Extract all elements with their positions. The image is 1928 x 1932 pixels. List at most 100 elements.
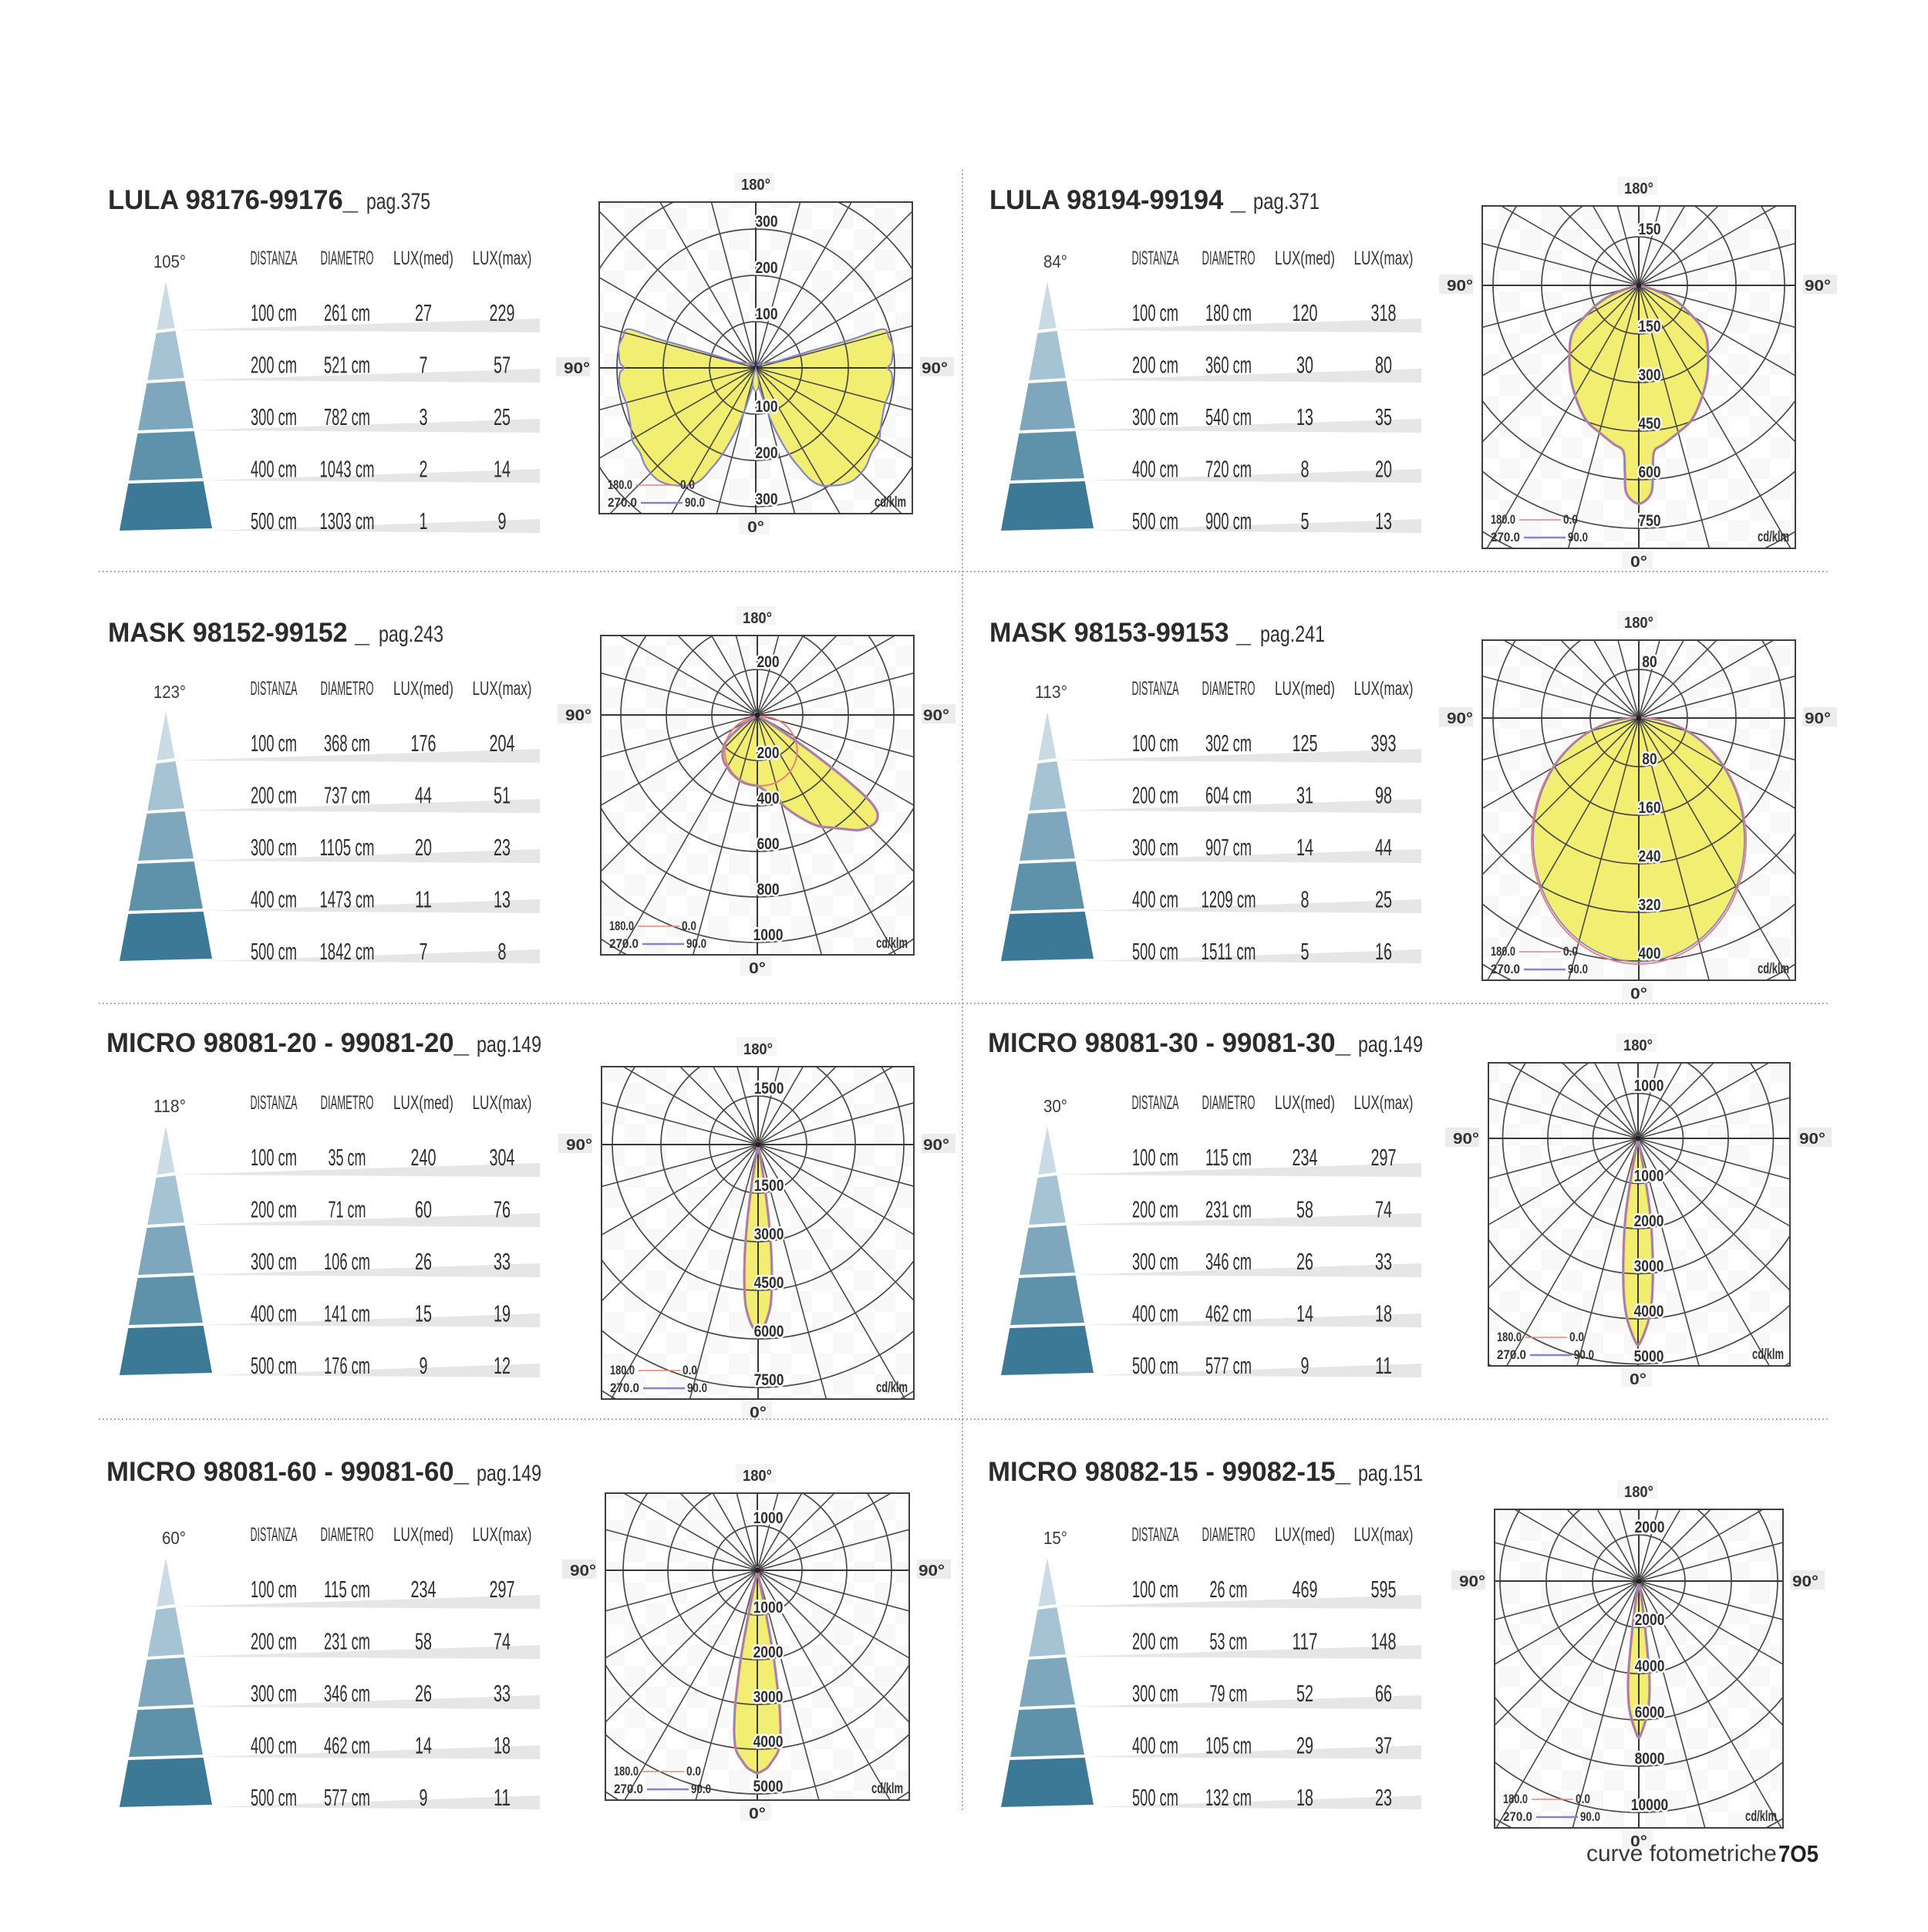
svg-text:90°: 90° (1805, 278, 1831, 295)
svg-text:100 cm: 100 cm (1132, 730, 1178, 757)
svg-text:100: 100 (755, 305, 777, 323)
svg-text:0°: 0° (750, 1404, 767, 1421)
svg-text:100 cm: 100 cm (1132, 1576, 1178, 1603)
svg-text:782 cm: 782 cm (324, 403, 370, 430)
svg-text:cd/klm: cd/klm (871, 1781, 903, 1797)
svg-text:11: 11 (494, 1784, 511, 1811)
svg-text:176 cm: 176 cm (324, 1352, 370, 1379)
svg-text:907 cm: 907 cm (1205, 834, 1252, 861)
svg-text:pag.375: pag.375 (366, 189, 430, 214)
svg-text:11: 11 (1375, 1352, 1392, 1379)
svg-text:LUX(med): LUX(med) (393, 678, 453, 700)
svg-text:14: 14 (1296, 834, 1313, 861)
svg-text:720 cm: 720 cm (1205, 456, 1252, 483)
svg-text:200 cm: 200 cm (251, 1196, 297, 1223)
svg-text:540 cm: 540 cm (1205, 403, 1252, 430)
svg-text:LUX(max): LUX(max) (1354, 248, 1414, 269)
svg-text:180°: 180° (1624, 1484, 1653, 1501)
svg-text:148: 148 (1371, 1628, 1397, 1655)
svg-text:9: 9 (1301, 1352, 1309, 1379)
svg-text:58: 58 (415, 1628, 432, 1655)
svg-text:200: 200 (757, 744, 779, 762)
svg-text:pag.151: pag.151 (1358, 1461, 1423, 1486)
svg-text:176: 176 (411, 730, 436, 757)
svg-text:90°: 90° (923, 1137, 949, 1154)
svg-text:4000: 4000 (1634, 1303, 1664, 1320)
svg-text:300 cm: 300 cm (251, 1680, 297, 1707)
svg-text:90°: 90° (564, 360, 590, 377)
svg-text:200: 200 (755, 259, 777, 277)
svg-text:DIAMETRO: DIAMETRO (1202, 678, 1256, 700)
svg-text:37: 37 (1375, 1732, 1392, 1759)
svg-text:0°: 0° (1630, 1833, 1647, 1850)
svg-text:DISTANZA: DISTANZA (251, 1092, 298, 1114)
svg-text:577 cm: 577 cm (324, 1784, 370, 1811)
svg-text:LULA 98194-99194 _: LULA 98194-99194 _ (989, 185, 1246, 215)
svg-text:400 cm: 400 cm (251, 456, 297, 483)
svg-text:90.0: 90.0 (1568, 962, 1588, 976)
svg-text:90°: 90° (1799, 1131, 1825, 1148)
svg-text:14: 14 (1296, 1300, 1313, 1327)
svg-text:180.0: 180.0 (1491, 512, 1515, 527)
svg-text:200 cm: 200 cm (1132, 352, 1178, 379)
svg-text:113°: 113° (1035, 682, 1067, 702)
svg-text:8: 8 (1301, 886, 1309, 913)
svg-text:LUX(med): LUX(med) (1275, 1092, 1335, 1114)
svg-text:LUX(med): LUX(med) (393, 248, 453, 269)
svg-text:750: 750 (1638, 512, 1660, 530)
svg-text:231 cm: 231 cm (324, 1628, 370, 1655)
svg-text:469: 469 (1293, 1576, 1318, 1603)
svg-text:60: 60 (415, 1196, 432, 1223)
svg-text:7: 7 (420, 352, 428, 379)
svg-text:0°: 0° (749, 1806, 766, 1822)
svg-text:33: 33 (1375, 1248, 1392, 1275)
svg-text:270.0: 270.0 (1497, 1347, 1526, 1362)
svg-text:234: 234 (411, 1576, 436, 1603)
svg-text:80: 80 (1642, 653, 1657, 671)
svg-text:LUX(max): LUX(max) (473, 1092, 532, 1114)
svg-text:123°: 123° (153, 682, 186, 702)
svg-text:cd/klm: cd/klm (876, 936, 908, 952)
svg-text:100 cm: 100 cm (1132, 1144, 1178, 1171)
svg-text:18: 18 (1296, 1784, 1313, 1811)
svg-text:100 cm: 100 cm (251, 1576, 297, 1603)
svg-text:270.0: 270.0 (1503, 1809, 1532, 1824)
svg-text:DIAMETRO: DIAMETRO (1202, 248, 1256, 269)
svg-text:52: 52 (1296, 1680, 1313, 1707)
svg-text:800: 800 (757, 881, 779, 899)
svg-text:300: 300 (1638, 366, 1660, 384)
svg-text:270.0: 270.0 (1491, 962, 1520, 976)
svg-text:7500: 7500 (754, 1371, 784, 1389)
svg-text:180.0: 180.0 (610, 1363, 635, 1377)
svg-text:521 cm: 521 cm (324, 352, 370, 379)
svg-text:346 cm: 346 cm (1205, 1248, 1252, 1275)
svg-text:500 cm: 500 cm (1132, 507, 1178, 534)
svg-text:600: 600 (757, 835, 779, 853)
svg-text:90°: 90° (923, 707, 949, 724)
svg-text:DIAMETRO: DIAMETRO (321, 678, 374, 700)
svg-text:5000: 5000 (1634, 1348, 1664, 1366)
svg-text:300 cm: 300 cm (1132, 834, 1178, 861)
svg-text:1511 cm: 1511 cm (1202, 938, 1256, 965)
svg-text:0°: 0° (1630, 986, 1647, 1003)
svg-text:180°: 180° (743, 610, 772, 627)
svg-text:DIAMETRO: DIAMETRO (321, 248, 374, 269)
svg-text:595: 595 (1371, 1576, 1397, 1603)
svg-text:0.0: 0.0 (1563, 944, 1578, 959)
svg-text:604 cm: 604 cm (1205, 782, 1252, 809)
svg-text:180.0: 180.0 (614, 1764, 639, 1779)
svg-text:300: 300 (755, 491, 777, 508)
svg-text:90°: 90° (1447, 710, 1473, 727)
svg-text:LUX(med): LUX(med) (393, 1092, 453, 1114)
svg-text:180°: 180° (741, 177, 770, 194)
svg-text:8: 8 (498, 938, 507, 965)
svg-text:2: 2 (420, 456, 428, 483)
svg-text:44: 44 (1375, 834, 1392, 861)
svg-text:100 cm: 100 cm (251, 299, 297, 326)
svg-text:4500: 4500 (754, 1274, 784, 1292)
svg-text:MICRO 98081-30 - 99081-30_: MICRO 98081-30 - 99081-30_ (988, 1028, 1351, 1058)
svg-text:600: 600 (1638, 464, 1660, 481)
svg-text:302 cm: 302 cm (1205, 730, 1252, 757)
svg-text:LUX(med): LUX(med) (1275, 1524, 1335, 1546)
svg-text:300 cm: 300 cm (251, 1248, 297, 1275)
